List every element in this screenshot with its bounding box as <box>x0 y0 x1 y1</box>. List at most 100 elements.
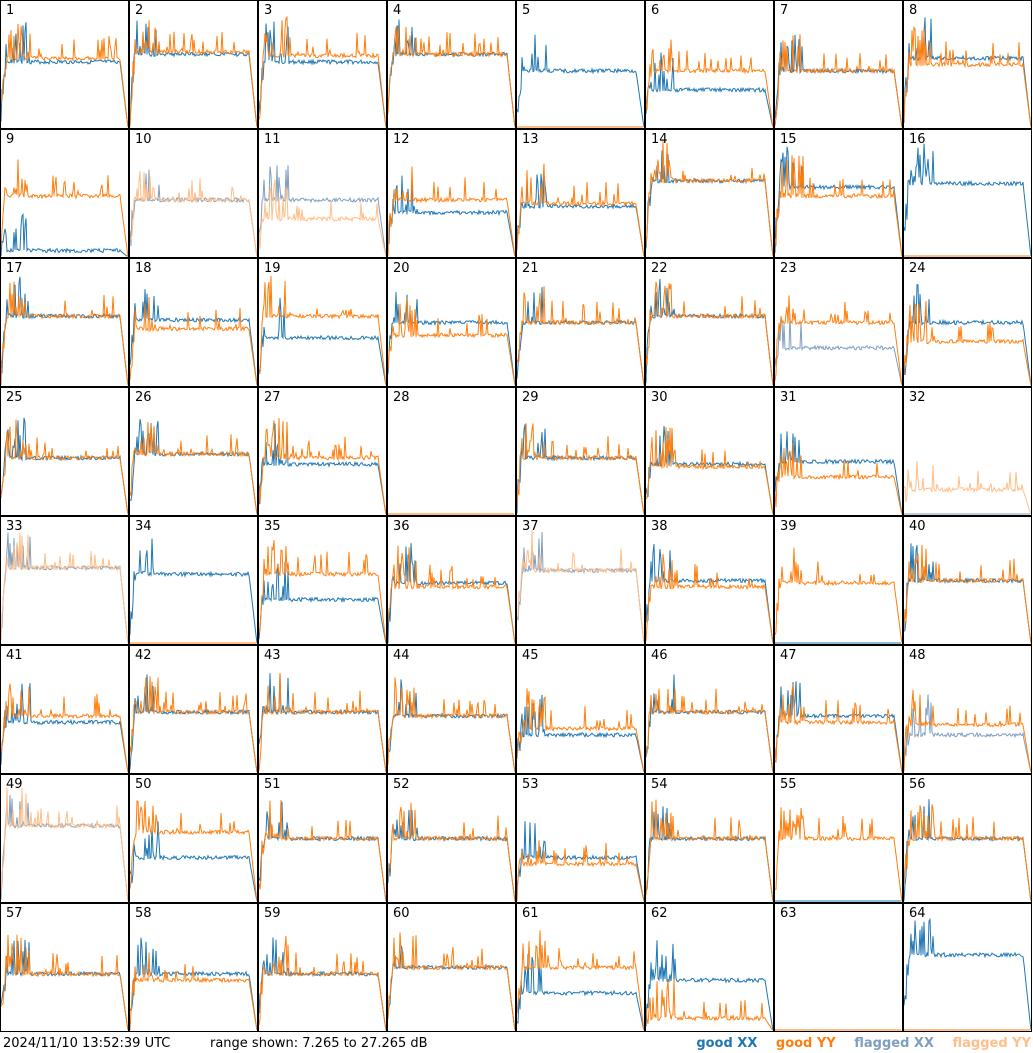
series-yy <box>517 286 644 386</box>
panel-number: 42 <box>135 648 152 663</box>
panel-number: 28 <box>393 390 410 405</box>
panel-plot <box>1 22 128 128</box>
series-xx <box>130 20 257 128</box>
panel-number: 39 <box>780 519 797 534</box>
legend-flagged-xx: flagged XX <box>854 1036 934 1051</box>
panel-12: 12 <box>387 129 516 258</box>
panel-7: 7 <box>774 0 903 129</box>
series-xx <box>517 34 644 128</box>
panel-number: 23 <box>780 261 797 276</box>
series-xx <box>904 917 1031 1031</box>
panel-39: 39 <box>774 516 903 645</box>
panel-1: 1 <box>0 0 129 129</box>
panel-number: 51 <box>264 777 281 792</box>
panel-25: 25 <box>0 387 129 516</box>
series-xx <box>775 146 902 257</box>
series-xx <box>259 297 386 386</box>
panel-plot <box>904 284 1031 386</box>
series-yy <box>259 540 386 644</box>
panel-6: 6 <box>645 0 774 129</box>
panel-plot <box>388 543 515 644</box>
panel-plot <box>904 543 1031 644</box>
panel-number: 49 <box>6 777 23 792</box>
panel-plot <box>259 15 386 128</box>
series-xx <box>259 673 386 773</box>
panel-plot <box>259 540 386 644</box>
panel-number: 45 <box>522 648 539 663</box>
panel-number: 2 <box>135 3 144 18</box>
panel-plot <box>775 34 902 128</box>
series-yy <box>1 683 128 773</box>
series-xx <box>904 17 1031 128</box>
series-yy <box>130 952 257 1031</box>
series-yy <box>1 934 128 1031</box>
series-xx <box>775 431 902 515</box>
panel-number: 47 <box>780 648 797 663</box>
panel-plot <box>1 417 128 515</box>
series-xx <box>517 424 644 515</box>
panel-49: 49 <box>0 774 129 903</box>
series-xx <box>130 674 257 773</box>
series-yy <box>259 672 386 773</box>
panel-plot <box>130 289 257 386</box>
series-yy <box>904 460 1031 515</box>
panel-plot <box>646 39 773 128</box>
panel-41: 41 <box>0 645 129 774</box>
panel-number: 59 <box>264 906 281 921</box>
panel-number: 7 <box>780 3 789 18</box>
panel-plot <box>646 278 773 386</box>
panel-10: 10 <box>129 129 258 258</box>
series-yy <box>517 688 644 773</box>
series-yy <box>775 295 902 386</box>
panel-number: 50 <box>135 777 152 792</box>
series-yy <box>517 840 644 902</box>
footer: 2024/11/10 13:52:39 UTC range shown: 7.2… <box>0 1034 1033 1053</box>
series-xx <box>517 694 644 773</box>
panel-50: 50 <box>129 774 258 903</box>
panel-3: 3 <box>258 0 387 129</box>
panel-number: 41 <box>6 648 23 663</box>
panel-plot <box>1 159 128 257</box>
panel-number: 40 <box>909 519 926 534</box>
series-xx <box>130 169 257 257</box>
series-yy <box>646 799 773 902</box>
series-yy <box>646 979 773 1031</box>
panel-plot <box>259 936 386 1031</box>
series-yy <box>1 532 128 644</box>
panel-plot <box>388 19 515 128</box>
panel-plot <box>904 460 1031 515</box>
panel-number: 13 <box>522 132 539 147</box>
series-yy <box>646 140 773 257</box>
panel-number: 5 <box>522 3 531 18</box>
series-yy <box>1 159 128 257</box>
panel-54: 54 <box>645 774 774 903</box>
panel-plot <box>775 431 902 515</box>
series-yy <box>259 799 386 902</box>
panel-42: 42 <box>129 645 258 774</box>
series-xx <box>517 532 644 644</box>
panel-number: 37 <box>522 519 539 534</box>
series-yy <box>259 15 386 128</box>
panel-plot <box>517 688 644 773</box>
series-xx <box>775 34 902 128</box>
series-xx <box>517 954 644 1031</box>
series-xx <box>904 694 1031 773</box>
panel-number: 33 <box>6 519 23 534</box>
series-yy <box>775 34 902 128</box>
series-xx <box>517 173 644 257</box>
panel-27: 27 <box>258 387 387 516</box>
panel-11: 11 <box>258 129 387 258</box>
series-xx <box>775 313 902 386</box>
panel-28: 28 <box>387 387 516 516</box>
panel-number: 26 <box>135 390 152 405</box>
series-yy <box>517 930 644 1031</box>
series-yy <box>388 802 515 902</box>
panel-number: 29 <box>522 390 539 405</box>
panel-51: 51 <box>258 774 387 903</box>
series-yy <box>517 423 644 515</box>
series-yy <box>130 20 257 128</box>
range-text: range shown: 7.265 to 27.265 dB <box>210 1036 428 1051</box>
legend-good-xx: good XX <box>696 1036 758 1051</box>
panel-57: 57 <box>0 903 129 1032</box>
panel-plot <box>130 800 257 902</box>
